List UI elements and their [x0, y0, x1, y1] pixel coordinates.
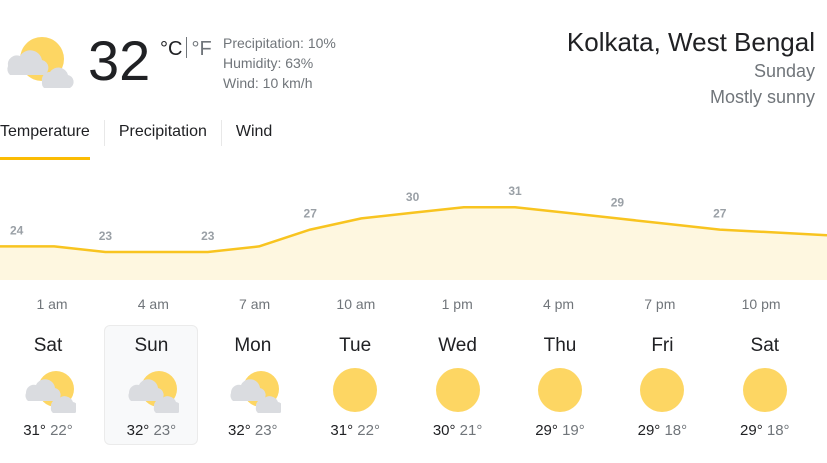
forecast-day-thu[interactable]: Thu 29° 19°	[514, 326, 606, 444]
forecast-low: 23°	[254, 422, 278, 439]
tab-divider	[103, 120, 105, 146]
forecast-temps: 29° 18°	[616, 422, 708, 439]
forecast-day-mon[interactable]: Mon 32° 23°	[207, 326, 299, 444]
forecast-high: 31°	[330, 422, 354, 439]
current-temperature: 32	[88, 29, 151, 92]
partly-cloudy-icon	[230, 371, 281, 413]
unit-toggle: °C °F	[160, 37, 212, 61]
forecast-day-wed[interactable]: Wed 30° 21°	[412, 326, 504, 444]
forecast-high: 32°	[126, 422, 150, 439]
hour-tick-label: 10 pm	[741, 296, 781, 312]
fahrenheit-button[interactable]: °F	[191, 38, 212, 60]
temperature-data-label: 27	[713, 207, 727, 221]
forecast-temps: 30° 21°	[412, 422, 504, 439]
sunny-icon	[640, 368, 685, 412]
forecast-temps: 31° 22°	[2, 422, 94, 439]
forecast-high: 31°	[23, 422, 46, 439]
location-day: Sunday	[753, 61, 815, 81]
temperature-data-label: 24	[10, 223, 24, 237]
forecast-day-sat[interactable]: Sat 29° 18°	[719, 326, 811, 444]
hour-tick-label: 1 pm	[441, 296, 473, 312]
forecast-day-fri[interactable]: Fri 29° 18°	[616, 326, 708, 444]
location-name: Kolkata, West Bengal	[566, 27, 815, 57]
forecast-high: 32°	[228, 422, 251, 439]
tab-temperature[interactable]: Temperature	[0, 118, 90, 160]
forecast-temps: 29° 19°	[514, 422, 606, 439]
location-condition: Mostly sunny	[709, 87, 815, 107]
forecast-day-name: Sat	[33, 335, 63, 356]
temperature-data-label: 23	[99, 229, 113, 243]
forecast-day-name: Wed	[438, 335, 477, 356]
forecast-high: 29°	[535, 422, 558, 439]
forecast-day-sat[interactable]: Sat 31° 22°	[2, 326, 94, 444]
temperature-data-label: 29	[611, 195, 625, 209]
forecast-low: 22°	[357, 422, 380, 439]
forecast-day-tue[interactable]: Tue 31° 22°	[309, 326, 401, 444]
sunny-icon	[538, 368, 582, 412]
partly-cloudy-icon	[25, 371, 76, 413]
tab-precipitation[interactable]: Precipitation	[118, 123, 207, 140]
forecast-day-name: Tue	[339, 335, 372, 356]
humidity-text: Humidity: 63%	[223, 55, 314, 71]
forecast-low: 21°	[459, 422, 483, 439]
forecast-temps: 32° 23°	[207, 422, 299, 439]
forecast-low: 18°	[664, 422, 688, 439]
hour-axis: 1 am 4 am 7 am 10 am 1 pm 4 pm 7 pm 10 pm	[0, 296, 827, 316]
forecast-temps: 31° 22°	[309, 422, 401, 439]
hour-tick-label: 10 am	[336, 296, 376, 312]
unit-divider	[186, 37, 188, 58]
celsius-button[interactable]: °C	[160, 38, 183, 60]
forecast-day-name: Thu	[543, 335, 577, 356]
temperature-chart: 24 23 23 27 30 31 29 27	[0, 184, 827, 280]
partly-cloudy-icon	[128, 371, 180, 413]
hour-tick-label: 1 am	[36, 296, 68, 312]
location-block: Kolkata, West Bengal Sunday Mostly sunny	[567, 26, 815, 110]
hour-tick-label: 4 am	[137, 296, 169, 312]
partly-cloudy-icon	[7, 37, 74, 88]
forecast-day-name: Mon	[234, 335, 272, 356]
forecast-temps: 29° 18°	[719, 422, 811, 439]
weather-details: Precipitation: 10% Humidity: 63% Wind: 1…	[223, 33, 336, 93]
tab-divider	[220, 120, 222, 146]
temperature-data-label: 30	[406, 190, 420, 204]
sunny-icon	[435, 368, 480, 412]
forecast-day-name: Fri	[651, 335, 674, 356]
forecast-low: 23°	[153, 422, 177, 439]
sunny-icon	[742, 368, 787, 412]
hour-tick-label: 7 pm	[644, 296, 676, 312]
forecast-day-name: Sat	[750, 335, 780, 356]
forecast-day-sun[interactable]: Sun 32° 23°	[104, 325, 199, 445]
temperature-data-label: 27	[304, 207, 318, 221]
tab-wind[interactable]: Wind	[235, 123, 273, 140]
wind-text: Wind: 10 km/h	[223, 75, 313, 91]
forecast-high: 30°	[432, 422, 456, 439]
forecast-low: 19°	[562, 422, 585, 439]
forecast-high: 29°	[637, 422, 661, 439]
hour-tick-label: 7 am	[239, 296, 271, 312]
forecast-low: 22°	[50, 422, 73, 439]
chart-tabs: Temperature Precipitation Wind	[0, 118, 273, 160]
precipitation-text: Precipitation: 10%	[223, 35, 336, 51]
forecast-day-name: Sun	[134, 335, 169, 356]
temperature-line	[0, 205, 827, 254]
temperature-area	[0, 207, 827, 280]
forecast-temps: 32° 23°	[105, 422, 197, 439]
temperature-data-label: 31	[508, 184, 522, 198]
hour-tick-label: 4 pm	[542, 296, 575, 312]
sunny-icon	[333, 368, 378, 412]
temperature-data-label: 23	[201, 229, 215, 243]
forecast-high: 29°	[740, 422, 763, 439]
forecast-low: 18°	[766, 422, 790, 439]
